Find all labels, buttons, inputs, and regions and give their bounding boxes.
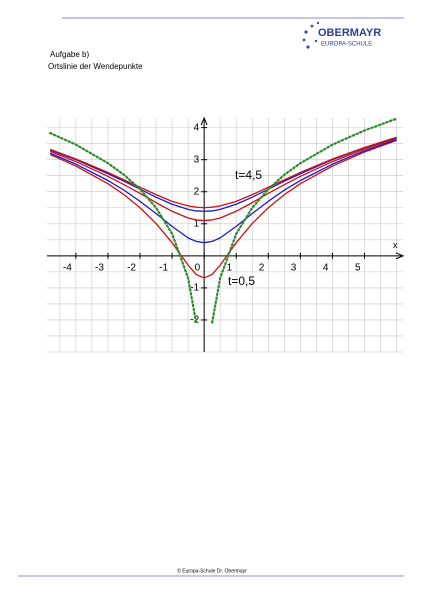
x-axis-arrow [395,252,405,260]
curve [49,118,398,324]
y-axis-arrow [200,116,208,126]
x-tick-label: -2 [127,262,136,273]
annotation: t=4,5 [235,168,262,182]
plot-area [49,118,398,324]
y-tick-label: 2 [194,186,200,197]
curve [49,139,397,279]
x-axis-label: x [393,240,398,250]
x-tick-label: 5 [355,262,361,273]
x-tick-label: 0 [195,262,201,273]
logo-name: OBERMAYR [318,27,381,39]
x-tick-label: 1 [227,262,233,273]
x-tick-label: -1 [159,262,168,273]
y-tick-label: -1 [190,283,199,294]
task-title: Ortslinie der Wendepunkte [48,62,143,71]
logo-sub: EUROPA-SCHULE [321,42,372,48]
curve [49,137,397,222]
x-tick-label: 2 [259,262,265,273]
annotation: t=0,5 [228,274,255,288]
task-label: Aufgabe b) [50,50,89,59]
x-tick-label: -3 [95,262,104,273]
x-tick-label: 3 [291,262,297,273]
y-tick-label: 3 [194,154,200,165]
footer-text: © Europa-Schule Dr. Obermayr [177,567,247,574]
curve [49,136,397,212]
x-tick-label: -4 [63,262,72,273]
y-tick-label: 1 [194,218,200,229]
x-tick-label: 4 [323,262,329,273]
curve [49,136,397,209]
y-tick-label: 4 [194,122,200,133]
logo-stars [302,21,320,49]
curve [49,139,397,244]
